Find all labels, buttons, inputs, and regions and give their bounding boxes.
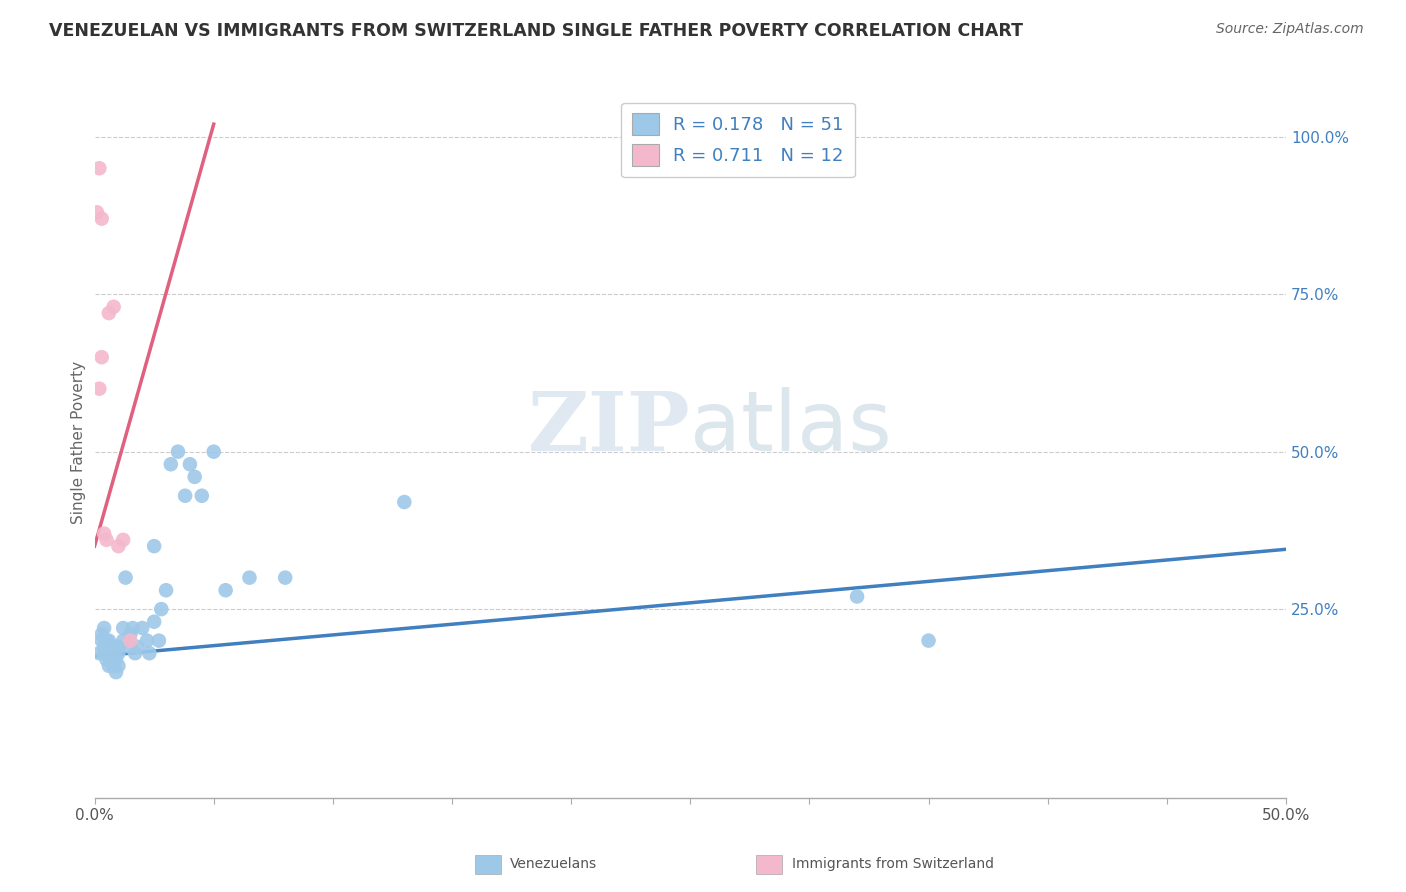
Legend: R = 0.178   N = 51, R = 0.711   N = 12: R = 0.178 N = 51, R = 0.711 N = 12 (621, 103, 855, 178)
Point (155, 583, 177, 598)
Point (93, 646, 115, 660)
Point (107, 658, 129, 673)
Point (143, 539, 166, 553)
Point (105, 665, 128, 679)
Point (90, 627, 112, 641)
Point (97, 658, 120, 673)
Point (121, 621, 143, 635)
Point (107, 539, 129, 553)
Point (917, 633, 939, 648)
Text: atlas: atlas (690, 387, 891, 468)
Point (143, 615, 166, 629)
Text: Source: ZipAtlas.com: Source: ZipAtlas.com (1216, 22, 1364, 37)
Point (107, 640, 129, 654)
Point (93, 526, 115, 541)
Point (90, 633, 112, 648)
Text: ZIP: ZIP (527, 388, 690, 468)
Point (96, 633, 118, 648)
Point (96, 652, 118, 666)
Text: Venezuelans: Venezuelans (510, 857, 598, 871)
Point (103, 658, 125, 673)
Point (394, 495, 416, 509)
Point (138, 646, 160, 660)
Point (120, 627, 142, 641)
Point (103, 646, 125, 660)
Point (167, 444, 190, 458)
Point (136, 633, 159, 648)
Point (93, 640, 115, 654)
Point (97, 306, 120, 320)
Point (107, 646, 129, 660)
Point (191, 489, 214, 503)
Point (238, 571, 260, 585)
Point (90, 211, 112, 226)
Point (89, 646, 111, 660)
Point (112, 633, 135, 648)
Point (120, 640, 142, 654)
Point (96, 533, 118, 547)
Point (274, 571, 297, 585)
Point (846, 590, 869, 604)
Point (93, 621, 115, 635)
Point (202, 444, 225, 458)
Point (112, 621, 135, 635)
Point (97, 646, 120, 660)
Point (105, 652, 128, 666)
Point (100, 640, 122, 654)
Point (174, 489, 197, 503)
Point (89, 382, 111, 396)
Point (100, 652, 122, 666)
Point (159, 457, 181, 471)
Point (97, 633, 120, 648)
Y-axis label: Single Father Poverty: Single Father Poverty (72, 360, 86, 524)
Point (96, 640, 118, 654)
Point (131, 621, 153, 635)
Point (214, 583, 236, 598)
Point (124, 646, 146, 660)
Point (179, 457, 201, 471)
Point (150, 602, 173, 616)
Point (89, 161, 111, 176)
Point (148, 633, 170, 648)
Point (114, 571, 136, 585)
Point (183, 470, 205, 484)
Point (86, 205, 108, 219)
Point (112, 533, 135, 547)
Point (96, 646, 118, 660)
Point (127, 640, 149, 654)
Point (120, 633, 142, 648)
Text: Immigrants from Switzerland: Immigrants from Switzerland (792, 857, 994, 871)
Point (103, 300, 125, 314)
Text: VENEZUELAN VS IMMIGRANTS FROM SWITZERLAND SINGLE FATHER POVERTY CORRELATION CHAR: VENEZUELAN VS IMMIGRANTS FROM SWITZERLAN… (49, 22, 1024, 40)
Point (90, 350, 112, 364)
